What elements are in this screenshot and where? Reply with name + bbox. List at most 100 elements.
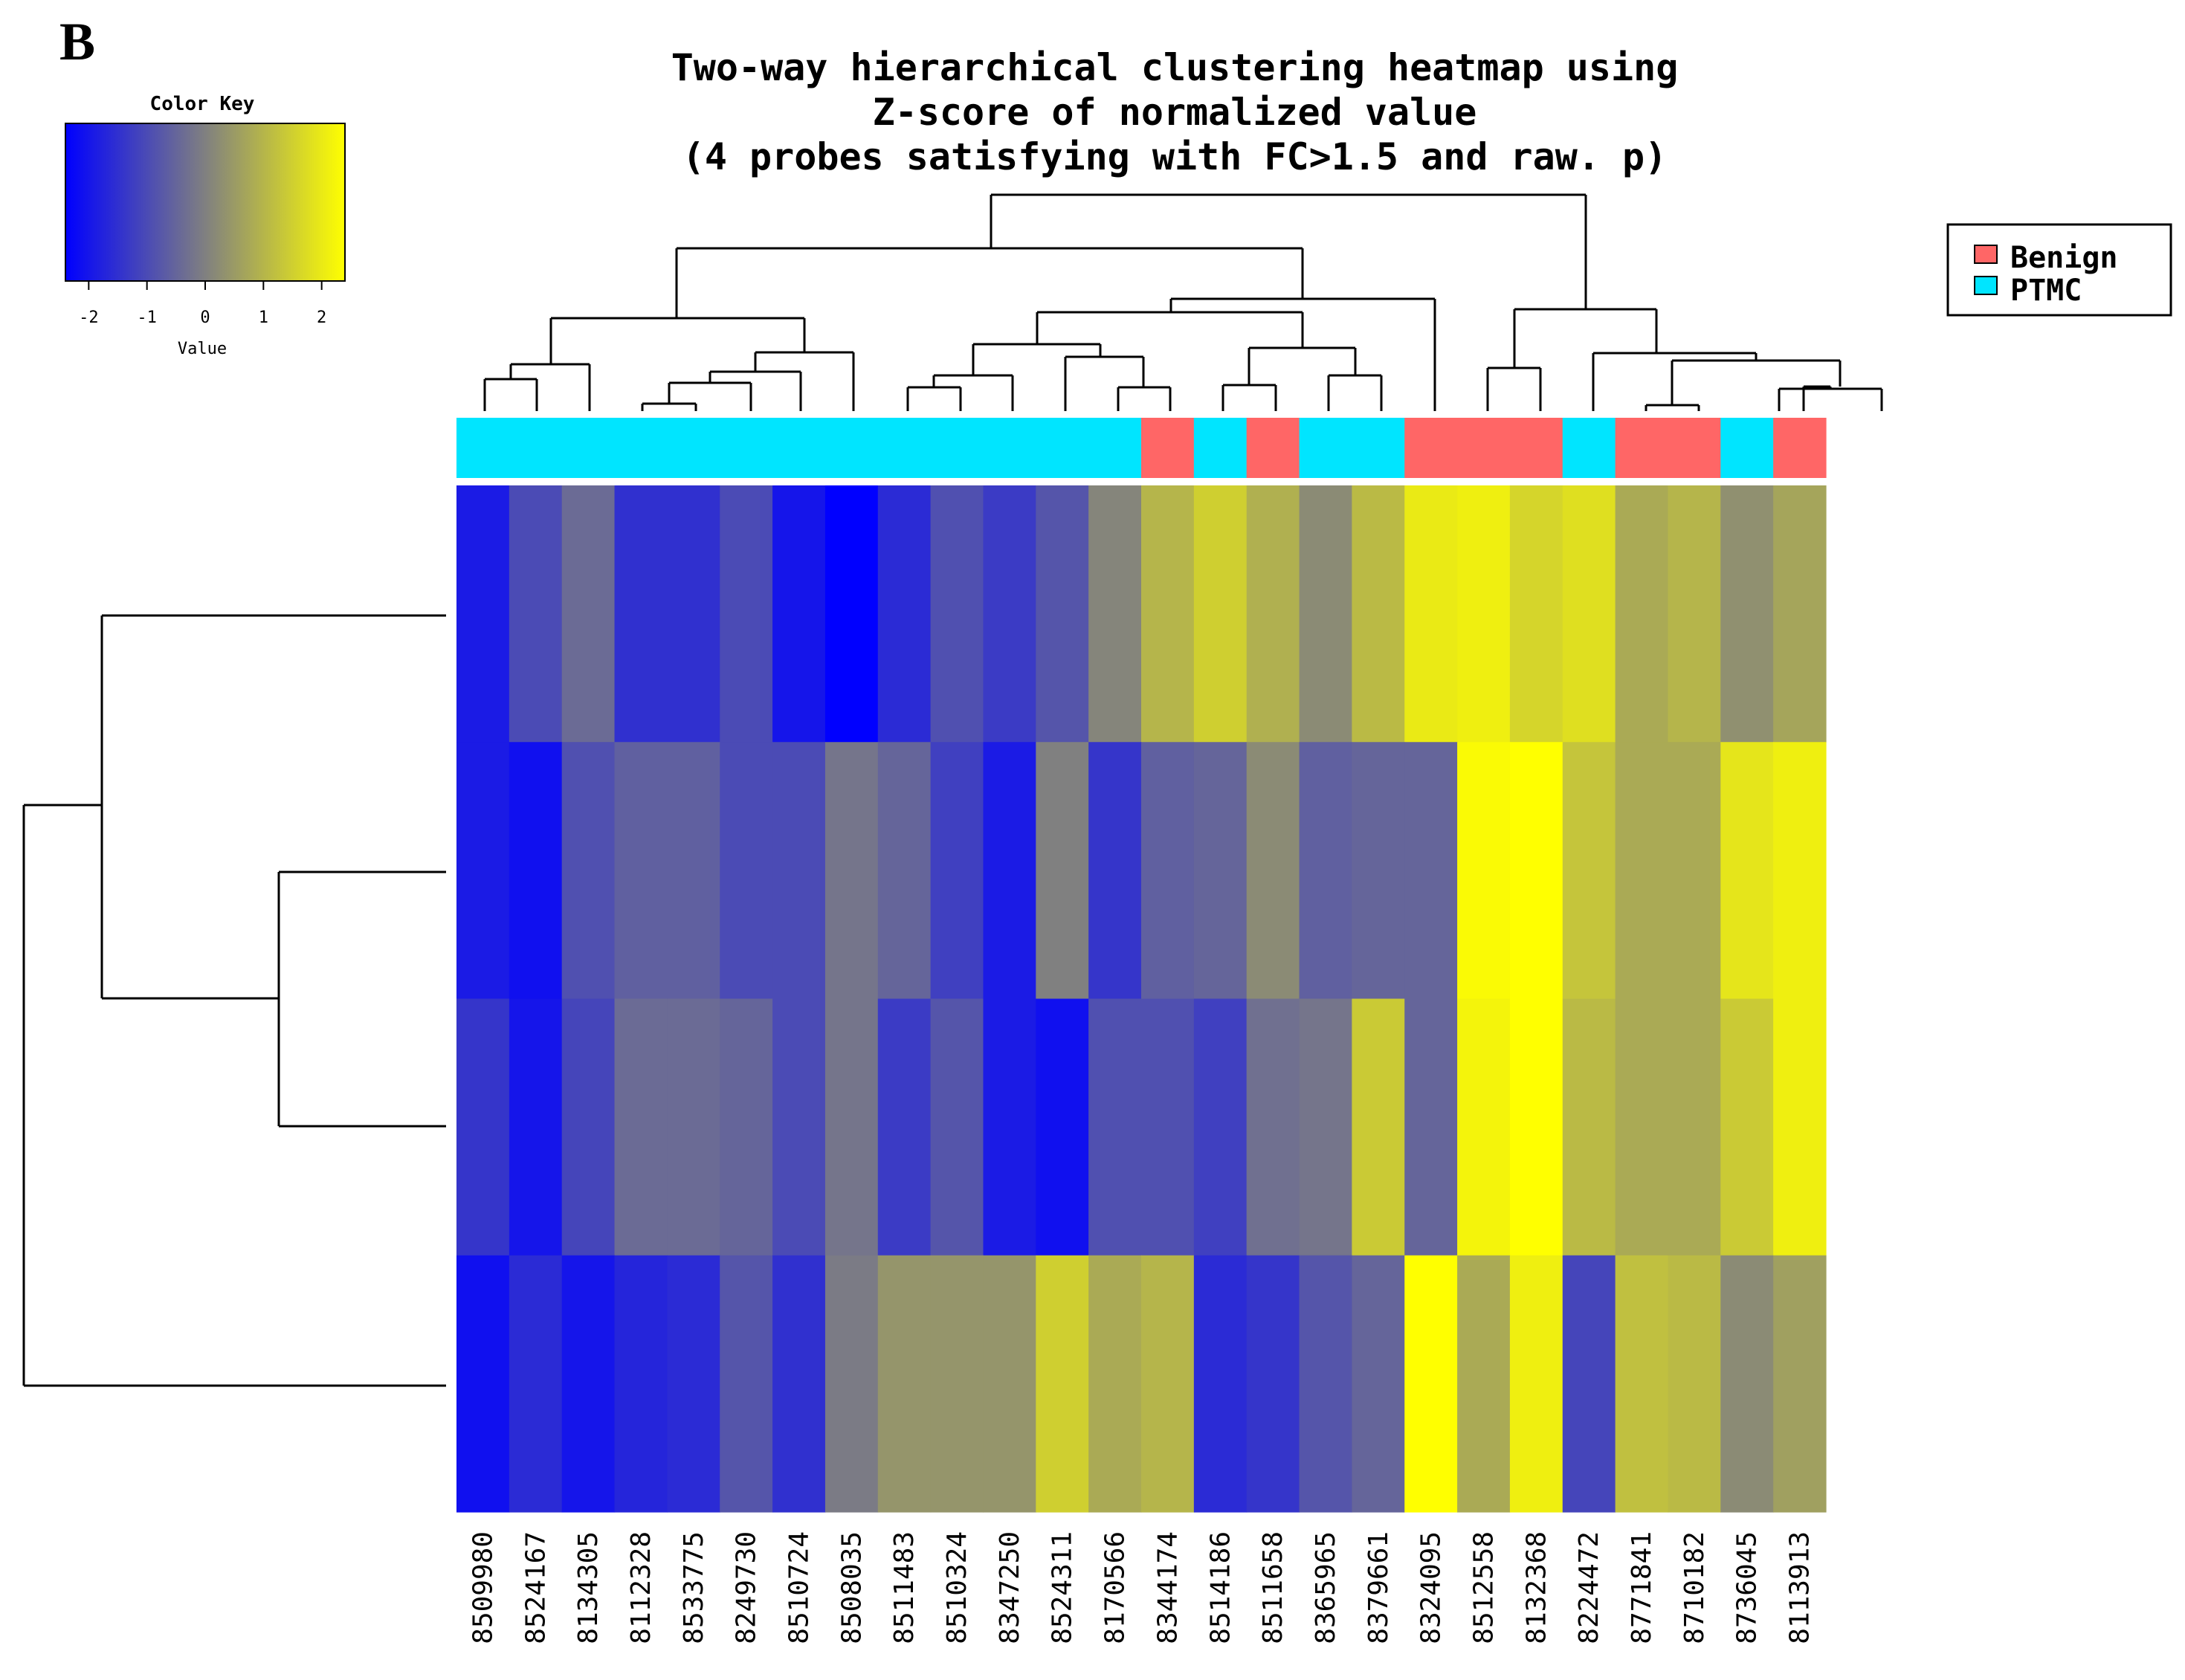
column-label: 8379661	[1363, 1531, 1394, 1644]
heatmap-cell	[930, 742, 984, 1000]
heatmap-cell	[1720, 1255, 1774, 1513]
column-label: 8771841	[1627, 1531, 1657, 1644]
group-bar-cell	[1404, 418, 1458, 478]
column-label: 8224472	[1574, 1531, 1604, 1644]
heatmap-cell	[772, 1255, 826, 1513]
heatmap-cell	[1668, 1255, 1721, 1513]
heatmap-cell	[1193, 1255, 1248, 1513]
color-key-tick-label: -2	[79, 308, 99, 327]
heatmap-cell	[1720, 742, 1774, 1000]
group-bar-cell	[614, 418, 668, 478]
row-dendrogram	[22, 614, 446, 1387]
heatmap-cell	[877, 998, 932, 1256]
column-label: 8524167	[520, 1531, 551, 1644]
heatmap-cell	[983, 485, 1036, 743]
heatmap-cell	[877, 485, 932, 743]
color-key-ticks: -2 -1 0 1 2	[79, 281, 326, 327]
heatmap-cell	[1562, 485, 1616, 743]
heatmap-cell	[1141, 998, 1195, 1256]
heatmap-cell	[509, 485, 563, 743]
group-color-bar	[456, 418, 1827, 478]
legend-label-ptmc: PTMC	[2010, 274, 2082, 308]
heatmap-cell	[1299, 742, 1352, 1000]
heatmap-cell	[1404, 742, 1458, 1000]
color-key-tick-label: -1	[137, 308, 157, 327]
heatmap-cell	[720, 742, 773, 1000]
column-dendrogram	[483, 193, 1883, 411]
title-line-3: (4 probes satisfying with FC>1.5 and raw…	[682, 135, 1668, 178]
column-label: 8508035	[836, 1531, 867, 1644]
heatmap-cell	[720, 1255, 773, 1513]
heatmap-cell	[1615, 1255, 1669, 1513]
heatmap-cell	[1562, 1255, 1616, 1513]
heatmap-cell	[1036, 485, 1089, 743]
column-label: 8324095	[1416, 1531, 1447, 1644]
heatmap-cell	[561, 485, 616, 743]
heatmap-cell	[1088, 998, 1142, 1256]
group-bar-cell	[772, 418, 826, 478]
group-bar-cell	[456, 418, 510, 478]
column-label: 8509980	[468, 1531, 498, 1644]
heatmap-cell	[1193, 742, 1248, 1000]
heatmap-cell	[1036, 742, 1089, 1000]
heatmap-cell	[877, 742, 932, 1000]
column-label: 8344174	[1152, 1531, 1183, 1644]
group-bar-cell	[1720, 418, 1774, 478]
color-key: Color Key -2 -1 0 1 2 Value	[65, 93, 346, 358]
heatmap-cell	[824, 998, 879, 1256]
heatmap-cell	[614, 742, 668, 1000]
heatmap-cell	[1404, 1255, 1458, 1513]
heatmap-cell	[824, 1255, 879, 1513]
color-key-title: Color Key	[150, 93, 255, 115]
heatmap-cell	[1773, 485, 1827, 743]
heatmap-cell	[877, 1255, 932, 1513]
title-line-1: Two-way hierarchical clustering heatmap …	[671, 46, 1679, 89]
group-bar-cell	[983, 418, 1036, 478]
legend-label-benign: Benign	[2010, 241, 2118, 275]
column-label: 8112328	[626, 1531, 656, 1644]
heatmap-cell	[1141, 485, 1195, 743]
color-key-tick-label: 1	[259, 308, 268, 327]
chart-title: Two-way hierarchical clustering heatmap …	[671, 46, 1679, 178]
heatmap-cell	[1457, 485, 1511, 743]
heatmap-cell	[824, 742, 879, 1000]
panel-label: B	[59, 12, 95, 71]
color-key-tick-label: 2	[317, 308, 326, 327]
heatmap-cell	[509, 1255, 563, 1513]
column-label: 8512558	[1469, 1531, 1500, 1644]
column-label: 8113913	[1785, 1531, 1816, 1644]
heatmap-cell	[1720, 998, 1774, 1256]
heatmap-cell	[667, 485, 720, 743]
heatmap-cell	[983, 742, 1036, 1000]
heatmap-cell	[1509, 998, 1563, 1256]
heatmap-cell	[1352, 1255, 1405, 1513]
heatmap-cell	[1668, 485, 1721, 743]
heatmap-cell	[1193, 998, 1248, 1256]
group-bar-cell	[1457, 418, 1511, 478]
heatmap-cell	[1246, 1255, 1300, 1513]
column-label: 8510724	[784, 1531, 815, 1644]
heatmap-cell	[1457, 742, 1511, 1000]
heatmap-cell	[509, 998, 563, 1256]
heatmap-cell	[824, 485, 879, 743]
column-label: 8736045	[1732, 1531, 1763, 1644]
column-label: 8514186	[1205, 1531, 1236, 1644]
heatmap-cell	[1088, 742, 1142, 1000]
heatmap-cell	[456, 998, 510, 1256]
group-bar-cell	[1299, 418, 1352, 478]
heatmap-cell	[1404, 998, 1458, 1256]
heatmap-cell	[1457, 1255, 1511, 1513]
heatmap-cell	[1668, 998, 1721, 1256]
group-bar-cell	[1509, 418, 1563, 478]
heatmap-cell	[1352, 485, 1405, 743]
heatmap-cell	[1773, 998, 1827, 1256]
column-label: 8134305	[573, 1531, 604, 1644]
heatmap-cell	[509, 742, 563, 1000]
group-bar-cell	[720, 418, 773, 478]
heatmap-cell	[614, 485, 668, 743]
heatmap-cell	[561, 998, 616, 1256]
heatmap-cell	[456, 1255, 510, 1513]
heatmap-cell	[561, 742, 616, 1000]
heatmap-cell	[1457, 998, 1511, 1256]
